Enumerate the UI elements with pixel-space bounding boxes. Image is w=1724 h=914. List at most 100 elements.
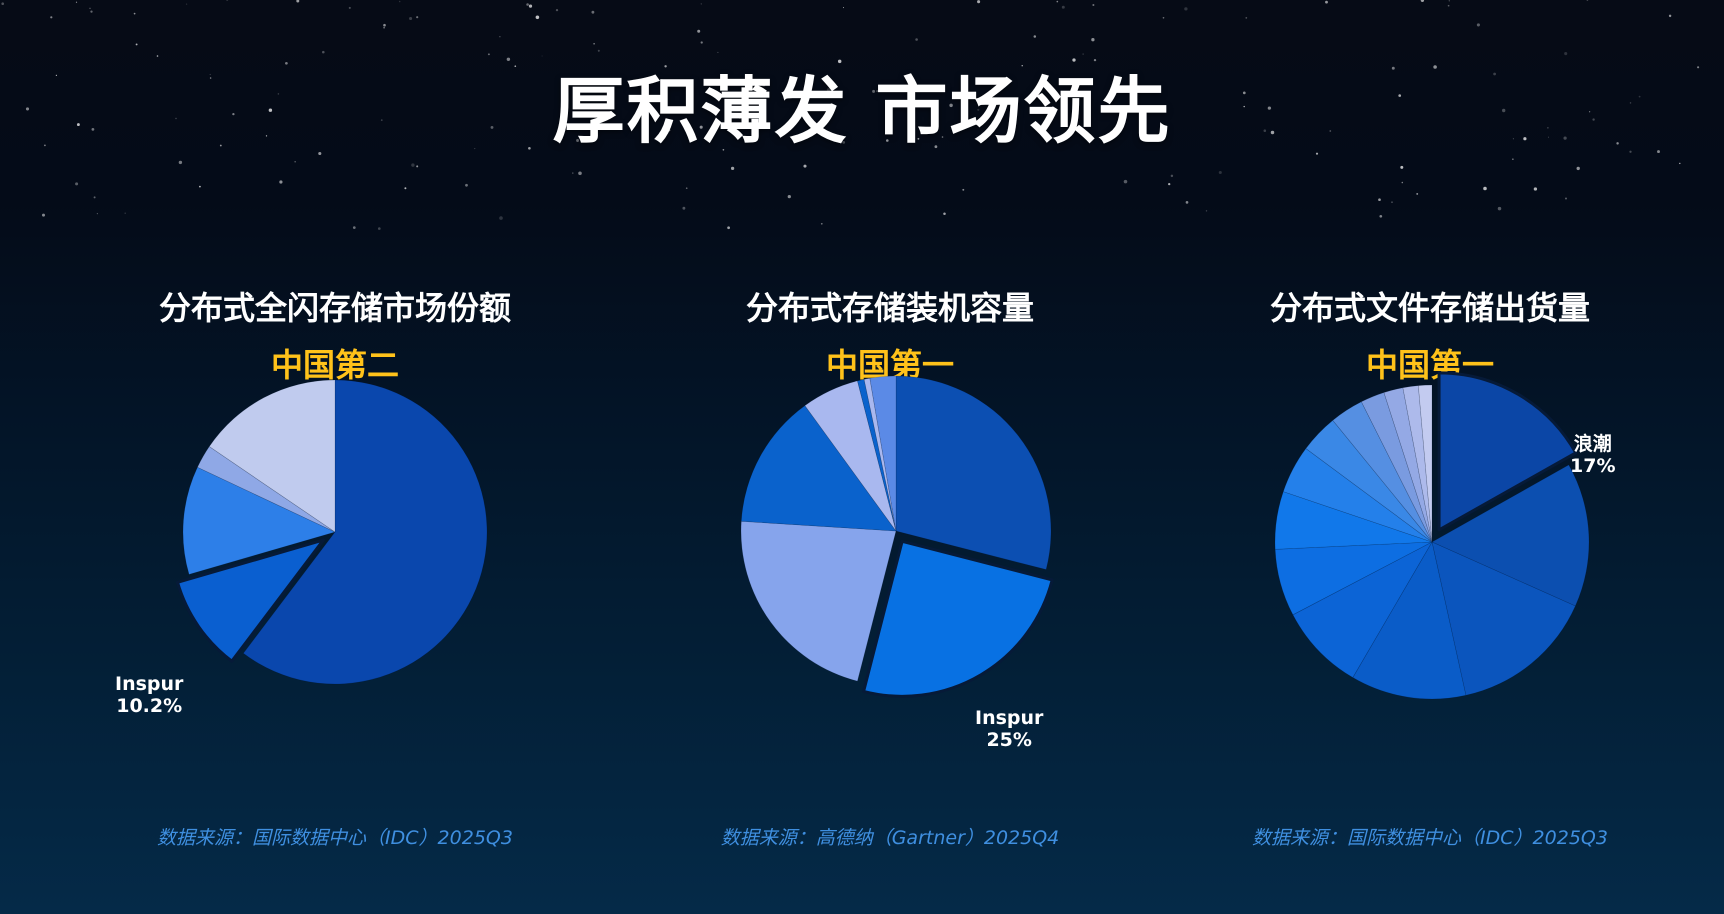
pie-slice [895,375,1052,570]
star-dot [91,128,95,131]
star-dot [514,65,517,68]
star-dot [1512,158,1514,160]
star-dot [803,164,807,168]
pie-slice [1283,448,1433,543]
star-dot [96,213,98,215]
star-dot [404,187,407,190]
star-dot [730,166,735,171]
pie-slice [208,379,336,533]
star-dot [199,185,201,188]
chart-panel-all-flash: 分布式全闪存储市场份额 中国第二 Inspur 10.2% 数据来源：国际数据中… [55,275,615,875]
star-dot [1420,0,1425,2]
star-dot [526,3,529,6]
star-dot [1502,108,1506,113]
star-dot [1245,17,1248,19]
star-dot [90,10,93,13]
star-dot [872,89,876,93]
star-dot [1657,150,1660,154]
star-dot [1270,130,1275,135]
star-dot [660,79,663,82]
pie-slice [1361,392,1433,543]
star-dot [1242,91,1246,95]
star-dot [1697,66,1700,69]
star-dot [1123,179,1128,184]
star-dot [1668,14,1672,18]
star-dot [739,117,741,119]
pie-slice [182,466,336,575]
star-dot [1497,206,1502,211]
star-dot [977,0,981,4]
pie-slice [1431,541,1576,696]
star-dot [1378,198,1381,202]
chart-panel-file-storage-shipments: 分布式文件存储出货量 中国第一 浪潮 17% 数据来源：国际数据中心（IDC）2… [1150,275,1710,875]
star-dot [1056,0,1059,3]
star-dot [555,8,559,12]
star-dot [1263,129,1267,132]
star-dot [717,51,719,53]
starfield-background [1,0,1700,230]
star-dot [576,139,580,142]
star-dot [1391,66,1395,70]
star-dot [685,187,688,190]
star-dot [268,108,273,112]
star-dot [962,188,965,191]
star-dot [1592,118,1595,121]
star-dot [843,7,844,9]
pie-slice [197,446,336,533]
star-dot [76,123,80,127]
pie-slice [1418,384,1433,543]
star-dot [943,212,946,215]
pie-slice [1431,464,1590,607]
data-source-note: 数据来源：国际数据中心（IDC）2025Q3 [157,827,513,849]
rank-badge: 中国第二 [270,346,399,384]
star-dot [1448,0,1450,2]
star-dot [1170,174,1174,178]
star-dot [722,148,725,151]
star-dot [265,135,268,137]
pie-slice [857,379,897,532]
star-dot [1616,142,1619,145]
star-dot [1512,138,1514,140]
star-dot [226,0,229,2]
star-dot [1325,0,1328,4]
star-dot [742,113,745,116]
star-dot [1565,197,1567,200]
pie-slice [1274,491,1433,550]
pie-slice [740,520,897,682]
star-dot [572,172,574,174]
star-dot [42,213,45,217]
star-dot [348,6,351,9]
star-dot [318,151,322,156]
star-dot [89,7,91,9]
star-dot [416,16,419,19]
chart-panel-installed-capacity: 分布式存储装机容量 中国第一 Inspur 25% 数据来源：高德纳（Gartn… [610,275,1170,875]
star-dot [209,77,212,79]
star-dot [664,65,667,68]
star-dot [75,1,78,3]
star-dot [487,53,490,56]
star-dot [1476,23,1480,27]
star-dot [474,148,476,150]
pie-slice [869,375,897,532]
star-dot [1185,201,1189,204]
star-dot [178,160,183,165]
star-dot [383,26,385,29]
star-dot [352,226,356,229]
star-dot [1168,182,1171,186]
star-dot [1589,111,1591,113]
star-dot [380,119,383,121]
star-dot [1061,5,1065,9]
callout-name: Inspur [975,707,1044,729]
star-dot [1082,53,1084,55]
star-dot [934,145,938,149]
star-dot [277,93,280,95]
star-dot [528,146,531,150]
data-source-note: 数据来源：高德纳（Gartner）2025Q4 [720,827,1060,849]
star-dot [591,10,595,14]
star-dot [826,88,831,92]
star-dot [1547,127,1549,129]
star-dot [1629,150,1632,153]
page-title: 厚积薄发 市场领先 [552,69,1172,153]
pie-chart [1274,371,1590,700]
star-dot [279,180,283,184]
